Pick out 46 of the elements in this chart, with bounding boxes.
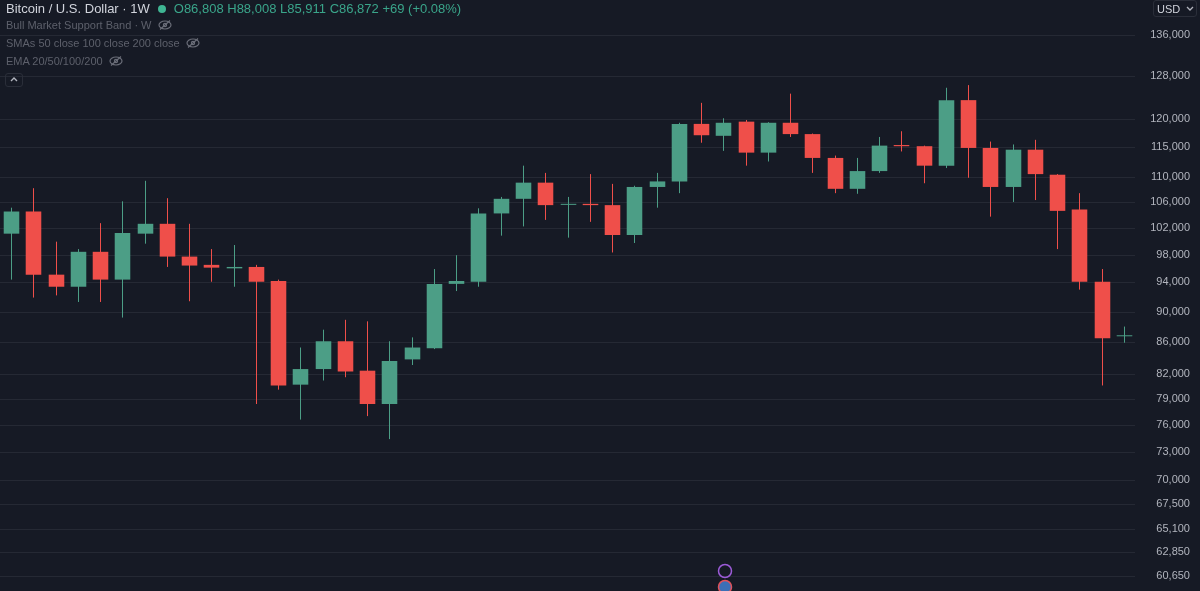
- y-tick-label: 62,850: [1156, 545, 1190, 558]
- candlestick: [292, 347, 309, 421]
- candlestick: [48, 241, 65, 296]
- y-tick-label: 106,000: [1150, 194, 1190, 207]
- candlestick: [3, 207, 20, 281]
- y-tick-label: 76,000: [1156, 417, 1190, 430]
- candlestick: [137, 180, 154, 245]
- y-tick-label: 60,650: [1156, 569, 1190, 582]
- candlestick: [693, 102, 710, 144]
- y-tick-label: 82,000: [1156, 366, 1190, 379]
- candlestick: [203, 248, 220, 283]
- y-tick-label: 67,500: [1156, 497, 1190, 510]
- candlestick: [515, 165, 532, 227]
- candlestick: [715, 117, 732, 152]
- y-tick-label: 128,000: [1150, 68, 1190, 81]
- candlestick: [181, 223, 198, 302]
- y-tick-label: 102,000: [1150, 220, 1190, 233]
- annotation: SMAs 50 close 100 close 200 close: [6, 37, 180, 49]
- y-tick-label: 86,000: [1156, 335, 1190, 348]
- candlestick: [782, 93, 799, 138]
- candlestick: [537, 172, 554, 221]
- text: USD: [1157, 2, 1181, 15]
- y-tick-label: 94,000: [1156, 275, 1190, 288]
- y-tick-label: 79,000: [1156, 391, 1190, 404]
- y-tick-label: 110,000: [1151, 170, 1190, 183]
- y-tick-label: 115,000: [1151, 140, 1190, 153]
- y-tick-label: 70,000: [1156, 472, 1190, 485]
- candlestick: [1116, 326, 1133, 344]
- candlestick: [493, 196, 510, 237]
- candlestick: [849, 157, 866, 195]
- candlestick: [804, 133, 821, 174]
- text: Bull Market Support Band · W: [6, 19, 152, 31]
- candlestick: [916, 145, 933, 184]
- annotation: EMA 20/50/100/200: [6, 55, 103, 67]
- y-tick-label: 98,000: [1156, 247, 1190, 260]
- chart-title: Bitcoin / U.S. Dollar · 1W: [6, 1, 150, 16]
- candlestick: [448, 254, 465, 292]
- y-tick-label: 120,000: [1150, 111, 1190, 124]
- y-tick-label: 136,000: [1150, 28, 1190, 41]
- y-tick-label: 65,100: [1156, 521, 1190, 534]
- candlestick: [560, 196, 577, 239]
- y-tick-label: 73,000: [1156, 444, 1190, 457]
- candlestick: [248, 264, 265, 405]
- chart-subtitle: O86,808 H88,008 L85,911 C86,872 +69 (+0.08%): [173, 1, 462, 16]
- candlestick: [649, 172, 666, 209]
- y-tick-label: 90,000: [1156, 304, 1190, 317]
